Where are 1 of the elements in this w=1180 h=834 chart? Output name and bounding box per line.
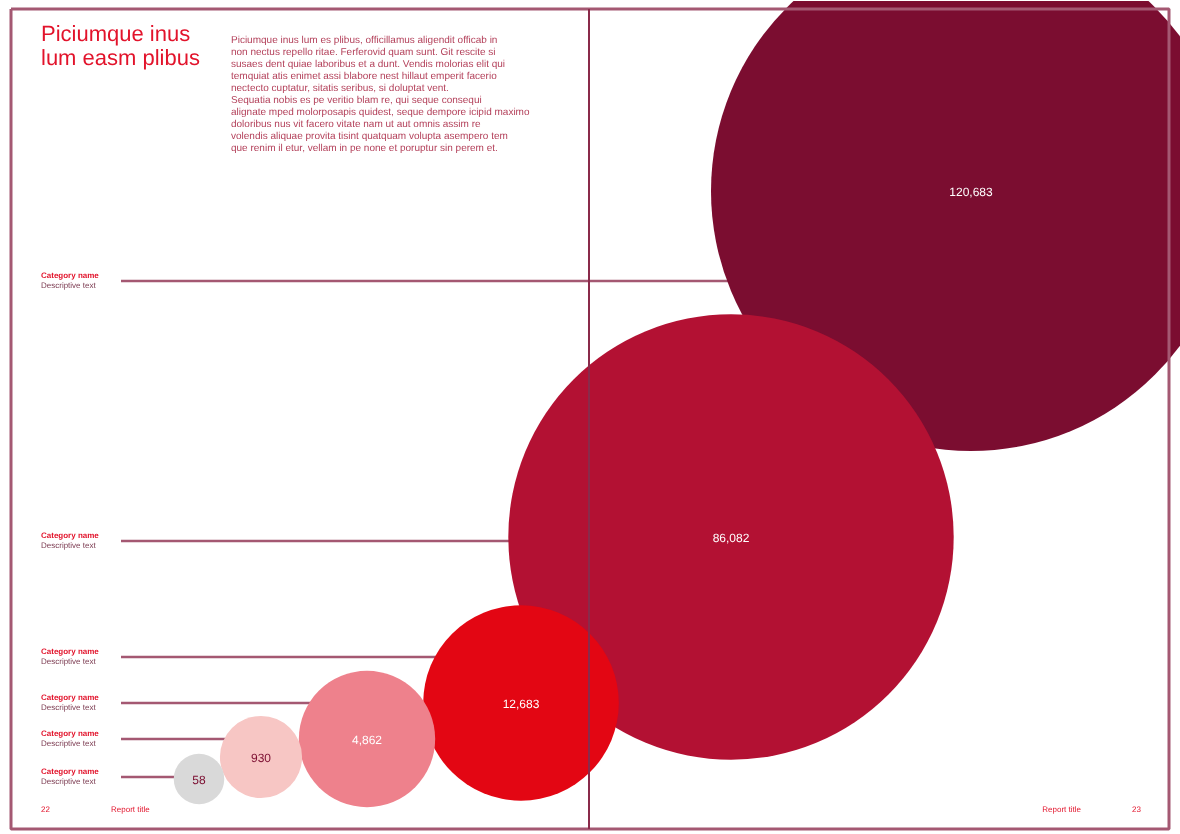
text: Piciumque inus lum easm plibus [41, 23, 201, 71]
